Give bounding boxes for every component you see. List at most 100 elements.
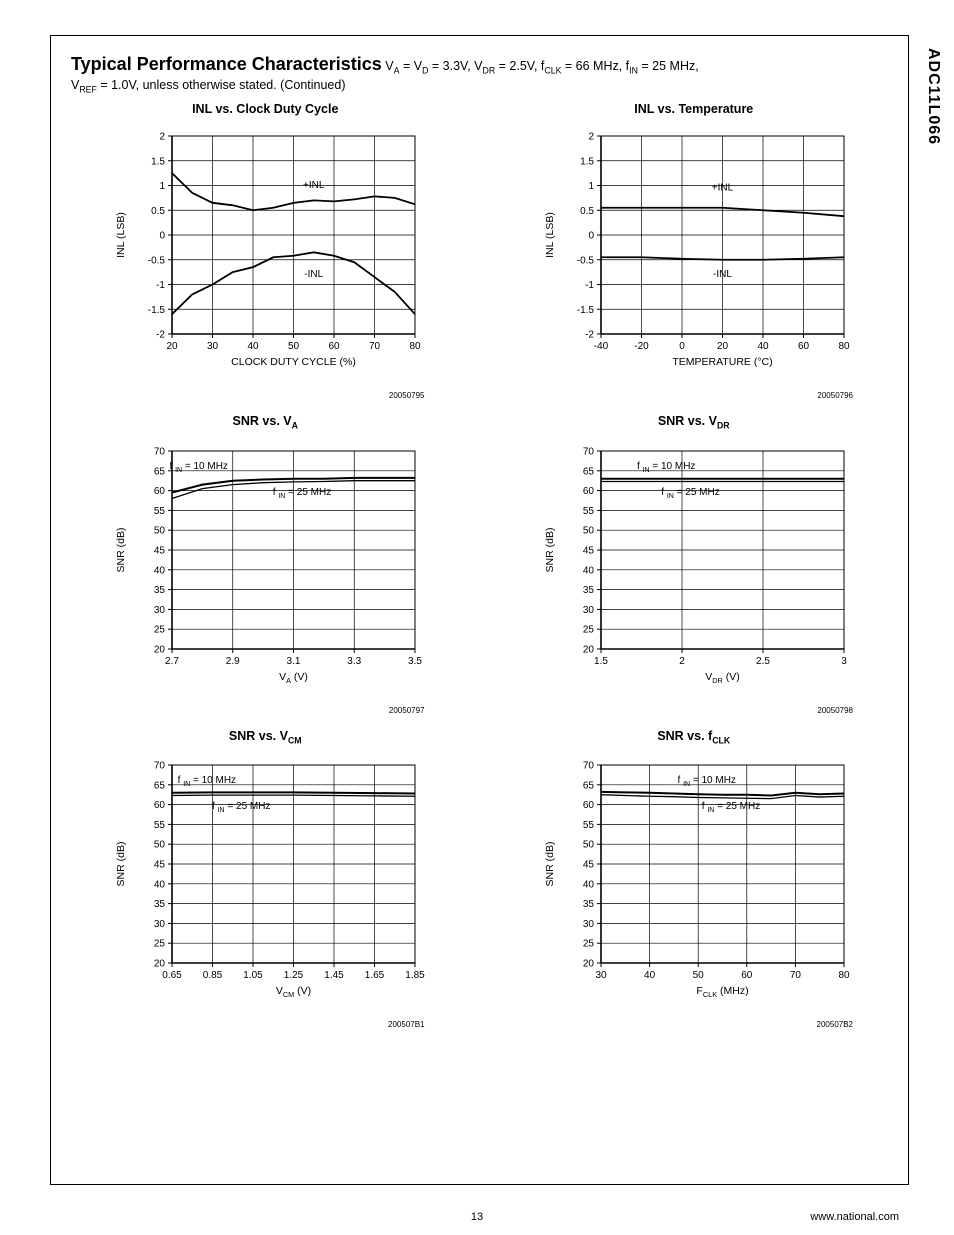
header: Typical Performance Characteristics VA =…	[71, 54, 888, 94]
svg-text:1.5: 1.5	[580, 156, 594, 167]
svg-text:65: 65	[154, 466, 166, 477]
svg-text:1.85: 1.85	[406, 970, 426, 981]
svg-text:0.5: 0.5	[580, 206, 594, 217]
svg-text:-1: -1	[585, 280, 594, 291]
svg-text:40: 40	[583, 879, 595, 890]
svg-text:1: 1	[588, 181, 594, 192]
svg-text:-2: -2	[585, 330, 594, 341]
svg-text:1.65: 1.65	[365, 970, 385, 981]
svg-text:2: 2	[160, 132, 166, 143]
svg-text:40: 40	[583, 565, 595, 576]
svg-text:1.25: 1.25	[284, 970, 304, 981]
svg-text:40: 40	[248, 341, 260, 352]
svg-text:3.3: 3.3	[348, 656, 362, 667]
svg-text:0.5: 0.5	[151, 206, 165, 217]
svg-text:30: 30	[583, 604, 595, 615]
svg-text:25: 25	[154, 939, 166, 950]
chart-id: 20050797	[71, 706, 460, 715]
chart-cell: SNR vs. VCM0.650.851.051.251.451.651.852…	[71, 729, 460, 1030]
svg-text:0.85: 0.85	[203, 970, 223, 981]
svg-text:-INL: -INL	[305, 269, 324, 280]
svg-text:0: 0	[679, 341, 685, 352]
svg-text:35: 35	[154, 585, 166, 596]
svg-text:SNR (dB): SNR (dB)	[115, 842, 127, 887]
svg-text:SNR (dB): SNR (dB)	[544, 842, 556, 887]
title-conditions: VA = VD = 3.3V, VDR = 2.5V, fCLK = 66 MH…	[385, 59, 698, 73]
svg-text:20: 20	[167, 341, 179, 352]
svg-text:3.1: 3.1	[287, 656, 301, 667]
chart-cell: SNR vs. VDR1.522.53202530354045505560657…	[500, 414, 889, 715]
svg-text:50: 50	[154, 525, 166, 536]
svg-text:30: 30	[154, 604, 166, 615]
svg-text:65: 65	[154, 780, 166, 791]
svg-text:2.5: 2.5	[756, 656, 770, 667]
chart-id: 200507B2	[500, 1020, 889, 1029]
svg-text:-0.5: -0.5	[577, 255, 595, 266]
svg-text:1.45: 1.45	[325, 970, 345, 981]
svg-text:1: 1	[160, 181, 166, 192]
svg-text:SNR (dB): SNR (dB)	[115, 527, 127, 572]
svg-text:80: 80	[838, 341, 850, 352]
svg-text:45: 45	[583, 545, 595, 556]
svg-text:55: 55	[583, 820, 595, 831]
svg-text:30: 30	[207, 341, 219, 352]
svg-text:55: 55	[154, 505, 166, 516]
svg-text:65: 65	[583, 466, 595, 477]
chart-id: 200507B1	[71, 1020, 460, 1029]
svg-text:30: 30	[583, 919, 595, 930]
footer-url: www.national.com	[810, 1211, 899, 1223]
chart-plot: 0.650.851.051.251.451.651.85202530354045…	[100, 753, 430, 1018]
chart-plot: 1.522.532025303540455055606570f IN = 10 …	[529, 439, 859, 704]
svg-text:3: 3	[841, 656, 847, 667]
svg-text:1.05: 1.05	[244, 970, 264, 981]
chart-plot: 20304050607080-2-1.5-1-0.500.511.52+INL-…	[100, 124, 430, 389]
svg-text:INL (LSB): INL (LSB)	[544, 212, 556, 258]
chart-title: INL vs. Clock Duty Cycle	[192, 102, 338, 116]
svg-text:45: 45	[154, 860, 166, 871]
svg-text:25: 25	[583, 939, 595, 950]
chart-svg: 3040506070802025303540455055606570f IN =…	[529, 753, 859, 1013]
chart-svg: -40-20020406080-2-1.5-1-0.500.511.52+INL…	[529, 124, 859, 384]
svg-text:40: 40	[154, 879, 166, 890]
title-subline: VREF = 1.0V, unless otherwise stated. (C…	[71, 78, 888, 95]
svg-text:30: 30	[154, 919, 166, 930]
chart-plot: 3040506070802025303540455055606570f IN =…	[529, 753, 859, 1018]
svg-text:80: 80	[838, 970, 850, 981]
chart-title: SNR vs. VCM	[229, 729, 302, 746]
svg-text:20: 20	[717, 341, 729, 352]
chart-title: INL vs. Temperature	[634, 102, 753, 116]
svg-text:60: 60	[154, 486, 166, 497]
chart-cell: SNR vs. VA2.72.93.13.33.5202530354045505…	[71, 414, 460, 715]
svg-text:20: 20	[583, 644, 595, 655]
charts-grid: INL vs. Clock Duty Cycle20304050607080-2…	[71, 102, 888, 1029]
page-frame: Typical Performance Characteristics VA =…	[50, 35, 909, 1185]
chart-plot: -40-20020406080-2-1.5-1-0.500.511.52+INL…	[529, 124, 859, 389]
svg-text:40: 40	[644, 970, 656, 981]
svg-text:-20: -20	[634, 341, 649, 352]
svg-text:40: 40	[154, 565, 166, 576]
svg-text:-40: -40	[594, 341, 609, 352]
svg-text:35: 35	[154, 899, 166, 910]
svg-text:20: 20	[154, 644, 166, 655]
svg-text:70: 70	[790, 970, 802, 981]
svg-text:70: 70	[583, 761, 595, 772]
svg-text:2: 2	[679, 656, 685, 667]
svg-text:-1.5: -1.5	[577, 305, 595, 316]
chart-svg: 20304050607080-2-1.5-1-0.500.511.52+INL-…	[100, 124, 430, 384]
title-line: Typical Performance Characteristics VA =…	[71, 54, 888, 76]
svg-text:70: 70	[369, 341, 381, 352]
svg-text:50: 50	[288, 341, 300, 352]
chart-cell: SNR vs. fCLK3040506070802025303540455055…	[500, 729, 889, 1030]
svg-text:55: 55	[154, 820, 166, 831]
svg-text:45: 45	[583, 860, 595, 871]
svg-text:25: 25	[583, 624, 595, 635]
svg-text:50: 50	[154, 840, 166, 851]
svg-text:45: 45	[154, 545, 166, 556]
svg-text:50: 50	[583, 840, 595, 851]
svg-text:50: 50	[583, 525, 595, 536]
part-number-side: ADC11L066	[924, 48, 942, 145]
svg-text:35: 35	[583, 899, 595, 910]
svg-text:20: 20	[583, 959, 595, 970]
svg-text:1.5: 1.5	[594, 656, 608, 667]
svg-text:35: 35	[583, 585, 595, 596]
